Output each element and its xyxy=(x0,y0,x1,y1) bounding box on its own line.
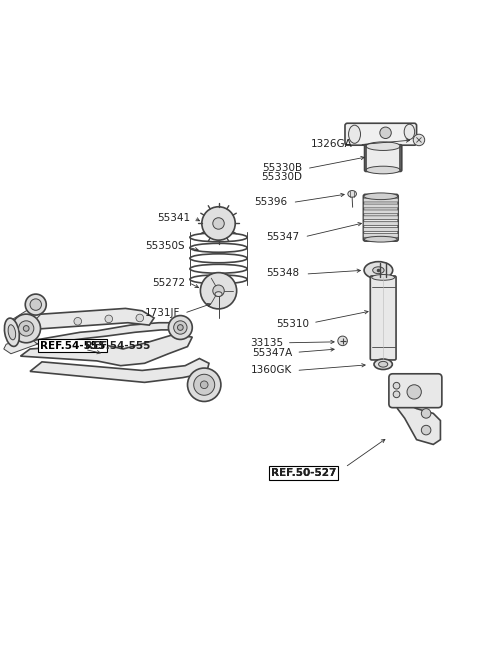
Ellipse shape xyxy=(215,291,222,297)
FancyBboxPatch shape xyxy=(363,204,398,208)
Circle shape xyxy=(136,314,144,322)
Polygon shape xyxy=(25,323,188,345)
FancyBboxPatch shape xyxy=(363,221,398,225)
Ellipse shape xyxy=(379,362,388,367)
FancyBboxPatch shape xyxy=(389,374,442,407)
Text: REF.50-527: REF.50-527 xyxy=(271,468,336,478)
Ellipse shape xyxy=(348,191,357,197)
Ellipse shape xyxy=(364,261,393,279)
Polygon shape xyxy=(21,309,154,330)
Ellipse shape xyxy=(374,359,392,369)
Text: 55272: 55272 xyxy=(152,278,185,288)
Circle shape xyxy=(30,299,41,310)
Circle shape xyxy=(168,316,192,339)
Text: 55341: 55341 xyxy=(157,213,190,223)
Polygon shape xyxy=(21,335,192,365)
FancyBboxPatch shape xyxy=(370,276,396,360)
Ellipse shape xyxy=(366,142,400,151)
Polygon shape xyxy=(30,358,209,383)
Ellipse shape xyxy=(4,318,19,346)
Polygon shape xyxy=(11,309,42,328)
Ellipse shape xyxy=(364,193,398,200)
Text: 55310: 55310 xyxy=(276,319,309,329)
Text: REF.50-527: REF.50-527 xyxy=(271,468,336,478)
Circle shape xyxy=(188,368,221,402)
Circle shape xyxy=(105,315,113,323)
Circle shape xyxy=(413,134,425,145)
FancyBboxPatch shape xyxy=(363,210,398,214)
Text: 55347: 55347 xyxy=(266,232,300,242)
FancyBboxPatch shape xyxy=(345,123,417,145)
Ellipse shape xyxy=(8,325,16,340)
Text: 1326GA: 1326GA xyxy=(311,139,352,149)
Circle shape xyxy=(178,325,183,330)
Text: 55396: 55396 xyxy=(254,197,288,208)
Ellipse shape xyxy=(364,236,397,242)
Circle shape xyxy=(393,391,400,398)
Text: 55330B: 55330B xyxy=(262,162,302,173)
FancyBboxPatch shape xyxy=(363,233,398,237)
Circle shape xyxy=(338,336,348,346)
Text: 1731JF: 1731JF xyxy=(145,309,180,318)
Text: 33135: 33135 xyxy=(250,338,283,348)
Circle shape xyxy=(12,314,40,343)
Ellipse shape xyxy=(348,125,360,143)
Ellipse shape xyxy=(404,124,415,140)
Circle shape xyxy=(200,272,237,309)
FancyBboxPatch shape xyxy=(363,216,398,219)
Circle shape xyxy=(25,294,46,315)
Circle shape xyxy=(213,217,224,229)
Text: 55348: 55348 xyxy=(266,268,300,278)
Ellipse shape xyxy=(372,274,395,280)
Circle shape xyxy=(194,374,215,395)
Circle shape xyxy=(393,383,400,389)
Text: 55350S: 55350S xyxy=(145,242,185,252)
Text: 1360GK: 1360GK xyxy=(251,365,292,375)
Circle shape xyxy=(421,425,431,435)
Circle shape xyxy=(74,318,82,325)
Circle shape xyxy=(202,207,235,240)
Circle shape xyxy=(407,384,421,399)
Circle shape xyxy=(380,127,391,138)
Ellipse shape xyxy=(372,267,384,274)
Circle shape xyxy=(24,326,29,331)
FancyBboxPatch shape xyxy=(363,198,398,202)
Circle shape xyxy=(174,321,187,334)
Polygon shape xyxy=(4,337,37,354)
Polygon shape xyxy=(397,399,441,445)
Text: 55330D: 55330D xyxy=(261,172,302,182)
FancyBboxPatch shape xyxy=(363,227,398,231)
Circle shape xyxy=(213,285,224,297)
Circle shape xyxy=(200,381,208,388)
Text: REF.54-555: REF.54-555 xyxy=(39,341,105,350)
Ellipse shape xyxy=(366,166,400,174)
FancyBboxPatch shape xyxy=(364,145,402,172)
FancyBboxPatch shape xyxy=(363,195,398,241)
Circle shape xyxy=(421,409,431,418)
Text: REF.54-555: REF.54-555 xyxy=(85,341,150,350)
Circle shape xyxy=(19,321,34,336)
Text: 55347A: 55347A xyxy=(252,348,292,358)
